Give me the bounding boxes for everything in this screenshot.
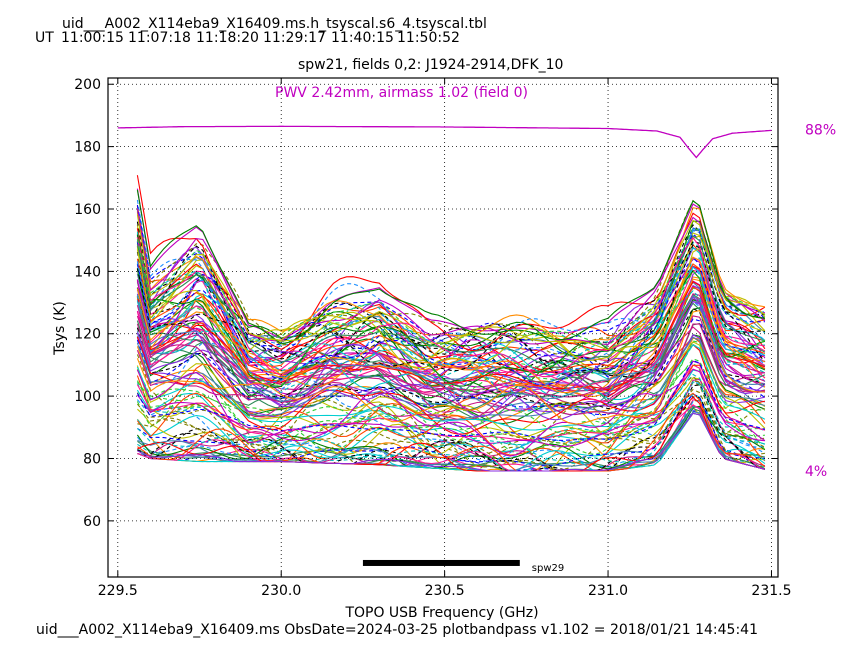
spw-band-bar [362, 559, 520, 566]
tsys-series-line [137, 392, 766, 472]
pwv-annotation: PWV 2.42mm, airmass 1.02 (field 0) [275, 85, 529, 101]
atmosphere-transmission-curve [117, 125, 772, 159]
tsys-series-line [136, 380, 765, 457]
tsys-series-line [136, 359, 766, 441]
plot-frame [107, 77, 779, 578]
tsys-series-line [136, 295, 765, 403]
tsys-series-line [136, 234, 766, 368]
tsys-series-line [136, 315, 765, 414]
tsys-series-line [136, 188, 766, 339]
x-tick-label: 231.0 [588, 583, 628, 599]
tsys-series-line [136, 364, 766, 441]
y-tick-label: 140 [74, 264, 101, 280]
x-axis-label: TOPO USB Frequency (GHz) [344, 605, 538, 621]
tsys-series-line [136, 256, 766, 386]
ut-time-5: 11:40:15 [331, 30, 394, 46]
tsys-series-line [136, 340, 765, 435]
tsys-series-line [137, 381, 766, 463]
ut-time-4: 11:29:17 [263, 30, 326, 46]
tsys-series-line [136, 209, 766, 347]
y-tick-labels: 60 80 100 120 140 160 180 200 [74, 77, 101, 530]
y-tick-label: 180 [74, 140, 101, 156]
y-tick-label: 160 [74, 202, 101, 218]
footer-text: uid___A002_X114eba9_X16409.ms ObsDate=20… [36, 622, 758, 638]
right-axis-label-high: 88% [805, 122, 836, 138]
tsys-series-line [137, 396, 766, 472]
tsys-series-line [136, 199, 766, 355]
tsys-series-line [136, 290, 766, 412]
tsys-series-line [136, 368, 766, 457]
tsys-series-line [136, 358, 766, 455]
x-tick-label: 230.0 [261, 583, 301, 599]
y-tick-label: 60 [83, 514, 101, 530]
tsys-series-line [136, 230, 766, 360]
tsys-series-line [136, 233, 765, 372]
tsys-series-line [136, 334, 766, 428]
axis-ticks [108, 78, 778, 577]
ut-label: UT [35, 30, 54, 46]
tsys-series-line [137, 404, 766, 472]
y-axis-label: Tsys (K) [52, 301, 68, 356]
x-tick-label: 231.5 [751, 583, 791, 599]
x-tick-labels: 229.5 230.0 230.5 231.0 231.5 [98, 583, 792, 599]
tsys-series-line [137, 412, 766, 472]
y-tick-label: 100 [74, 389, 101, 405]
tsys-series-line [136, 189, 765, 345]
tsys-series-line [136, 293, 766, 406]
tsys-series-line [136, 240, 766, 374]
tsys-series-line [136, 364, 766, 466]
tsys-series-line [136, 287, 766, 411]
tsys-series-line [136, 175, 766, 351]
tsys-series-line [137, 381, 766, 471]
tsys-series-line [136, 388, 766, 464]
x-tick-label: 229.5 [98, 583, 138, 599]
tsys-series-line [136, 199, 766, 357]
tsys-series-line [136, 400, 766, 468]
tsys-series-line [137, 405, 766, 470]
tsys-series-line [137, 406, 766, 472]
tsys-series-line [136, 289, 766, 418]
ut-time-3: 11:18:20 [196, 30, 259, 46]
x-tick-label: 230.5 [425, 583, 465, 599]
tsys-series-line [136, 296, 766, 403]
tsys-series-line [136, 234, 766, 389]
y-tick-label: 200 [74, 77, 101, 93]
tsys-series-group [136, 175, 766, 472]
chart-title: spw21, fields 0,2: J1924-2914,DFK_10 [298, 57, 564, 73]
plot-filename: uid___A002_X114eba9_X16409.ms.h_tsyscal.… [62, 16, 487, 32]
tsys-series-line [136, 278, 766, 396]
spw-band-label: spw29 [532, 563, 564, 574]
tsys-series-line [136, 309, 765, 425]
ut-time-2: 11:07:18 [128, 30, 191, 46]
y-tick-label: 80 [83, 451, 101, 467]
tsys-series-line [136, 239, 766, 392]
tsys-series-line [136, 258, 766, 375]
ut-time-6: 11:50:52 [397, 30, 460, 46]
tsys-series-line [136, 280, 766, 391]
y-tick-label: 120 [74, 327, 101, 343]
tsys-series-line [136, 236, 765, 378]
tsys-series-line [136, 214, 766, 351]
ut-time-1: 11:00:15 [61, 30, 124, 46]
tsys-series-line [136, 336, 766, 421]
right-axis-label-low: 4% [805, 464, 827, 480]
